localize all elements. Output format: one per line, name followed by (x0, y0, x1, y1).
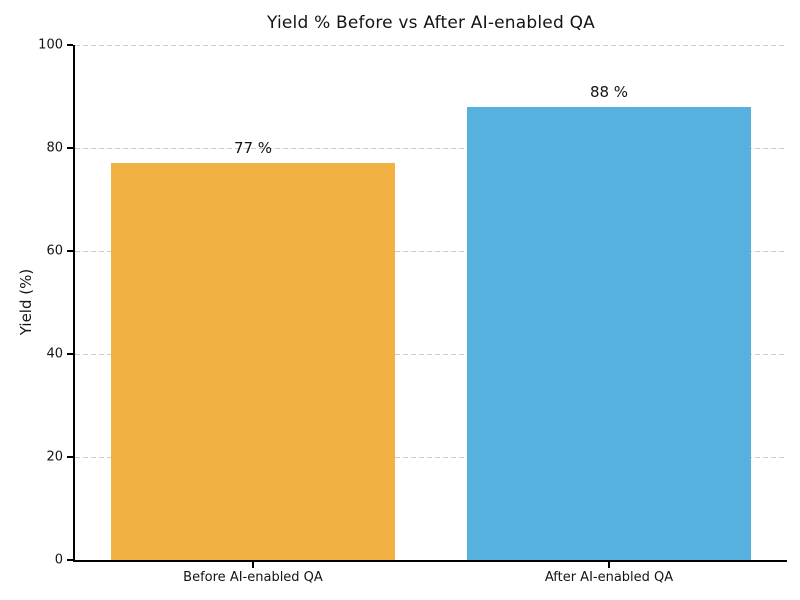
bar-value-label-0: 77 % (233, 139, 273, 158)
gridline-y60 (75, 250, 787, 252)
y-tick-mark-20 (67, 456, 73, 458)
bar-0 (110, 163, 396, 560)
y-tick-label-100: 100 (38, 37, 63, 53)
y-axis-spine (73, 45, 75, 562)
y-tick-label-40: 40 (46, 346, 63, 362)
y-tick-mark-60 (67, 250, 73, 252)
gridline-y100 (75, 44, 787, 46)
y-tick-mark-100 (67, 44, 73, 46)
gridline-y40 (75, 353, 787, 355)
bar-1 (466, 106, 752, 560)
x-tick-mark-0 (252, 562, 254, 568)
y-tick-label-0: 0 (54, 552, 63, 568)
y-tick-mark-0 (67, 559, 73, 561)
y-tick-mark-40 (67, 353, 73, 355)
y-tick-label-60: 60 (46, 243, 63, 259)
gridline-y80 (75, 147, 787, 149)
x-tick-label-1: After AI-enabled QA (544, 570, 674, 585)
plot-area: 0 20 40 60 80 100 77 % Before AI-enabled QA 88 %… (38, 38, 787, 585)
y-axis-label: Yield (%) (17, 268, 35, 336)
y-tick-mark-80 (67, 147, 73, 149)
bar-value-label-1: 88 % (589, 82, 629, 101)
x-axis-spine (73, 560, 787, 562)
x-tick-mark-1 (608, 562, 610, 568)
y-tick-label-80: 80 (46, 140, 63, 156)
chart-title: Yield % Before vs After AI-enabled QA (267, 13, 595, 33)
y-tick-label-20: 20 (46, 449, 63, 465)
x-tick-label-0: Before AI-enabled QA (183, 570, 323, 585)
gridline-y20 (75, 456, 787, 458)
